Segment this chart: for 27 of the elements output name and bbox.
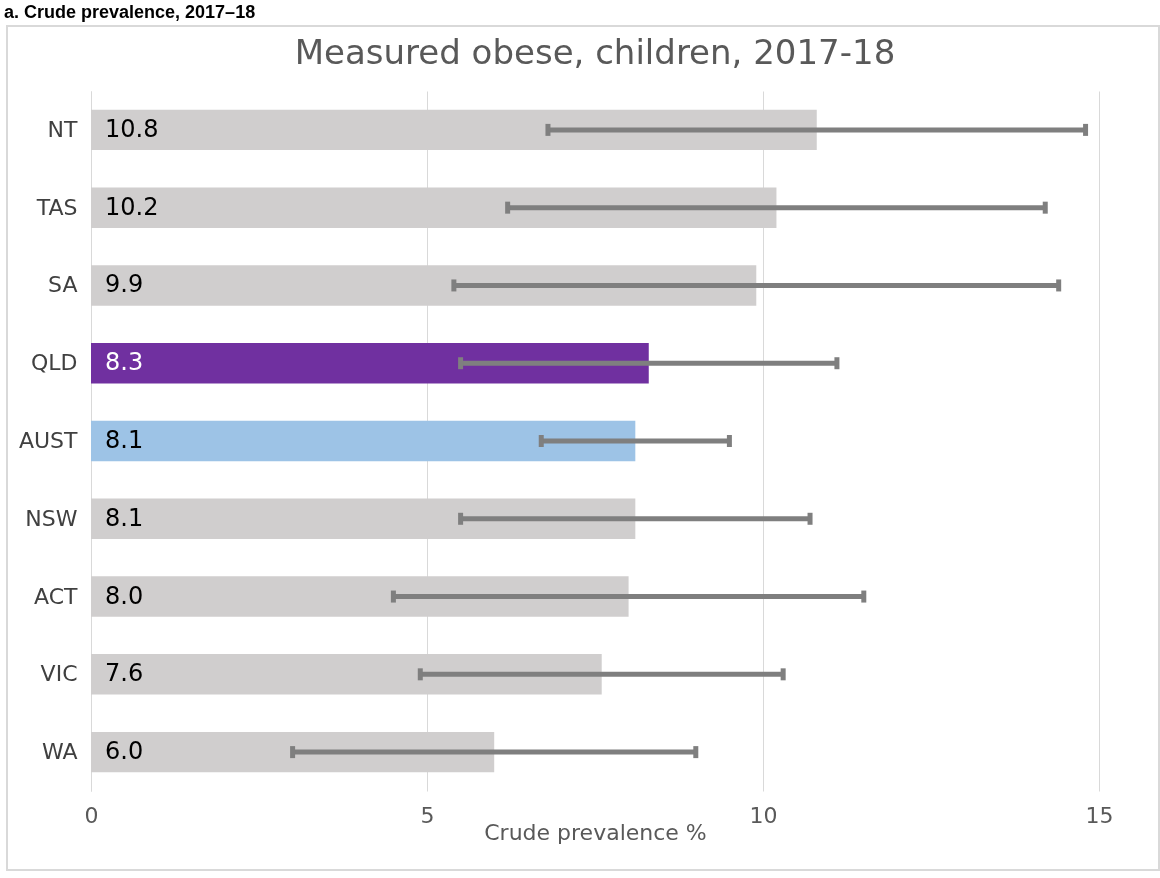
y-tick-label: TAS (35, 194, 78, 220)
y-tick-label: WA (41, 739, 78, 765)
data-label: 8.1 (105, 426, 144, 454)
data-label: 8.1 (105, 503, 144, 532)
x-tick-label: 0 (84, 802, 99, 828)
bar (91, 420, 636, 462)
y-tick-label: NSW (25, 505, 78, 531)
y-tick-label: QLD (30, 350, 78, 376)
y-tick-label: ACT (34, 583, 79, 609)
x-tick-label: 5 (420, 802, 435, 828)
x-axis-title: Crude prevalence % (484, 819, 707, 845)
data-label: 6.0 (105, 737, 144, 766)
data-label: 9.9 (105, 270, 144, 299)
data-label: 7.6 (105, 659, 144, 688)
y-tick-label: AUST (18, 428, 79, 453)
y-tick-label: VIC (40, 661, 78, 687)
bar (91, 343, 649, 384)
data-label: 8.3 (105, 348, 144, 377)
chart-title: Measured obese, children, 2017-18 (294, 32, 896, 72)
data-label: 10.8 (105, 114, 159, 143)
text: a. Crude prevalence, 2017–18 (3, 1, 257, 24)
data-label: 8.0 (105, 581, 144, 610)
y-tick-label: SA (48, 272, 78, 298)
data-label: 10.2 (105, 192, 159, 221)
x-tick-label: 10 (749, 802, 778, 828)
x-tick-label: 15 (1085, 802, 1114, 828)
y-tick-label: NT (47, 116, 79, 142)
